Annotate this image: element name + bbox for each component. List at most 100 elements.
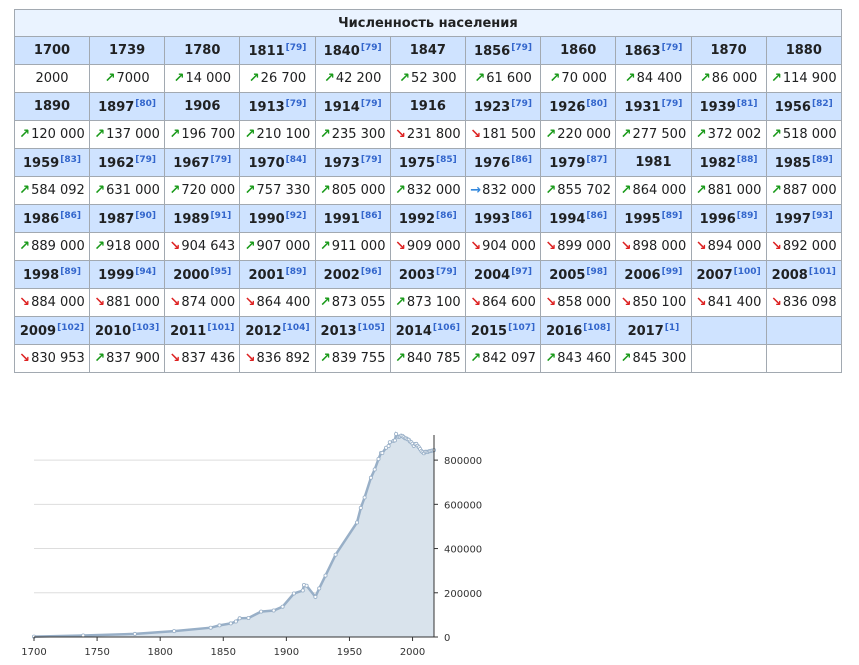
reference-link[interactable]: [92] bbox=[285, 210, 307, 221]
reference-link[interactable]: [80] bbox=[135, 98, 157, 109]
value-cell: ↗918 000 bbox=[88, 232, 166, 261]
reference-link[interactable]: [79] bbox=[285, 42, 307, 53]
trend-up-icon: ↗ bbox=[319, 295, 331, 310]
reference-link[interactable]: [79] bbox=[360, 154, 382, 165]
year-label: 2005 bbox=[549, 267, 586, 283]
reference-link[interactable]: [80] bbox=[586, 98, 608, 109]
value-cell: ↘898 000 bbox=[615, 232, 692, 261]
year-cell: 1975[85] bbox=[389, 148, 466, 177]
reference-link[interactable]: [86] bbox=[586, 210, 608, 221]
reference-link[interactable]: [82] bbox=[811, 98, 833, 109]
trend-up-icon: ↗ bbox=[549, 71, 561, 86]
trend-up-icon: ↗ bbox=[624, 71, 636, 86]
population-value: 892 000 bbox=[782, 239, 837, 254]
trend-up-icon: ↗ bbox=[695, 183, 707, 198]
reference-link[interactable]: [101] bbox=[207, 322, 235, 333]
year-label: 2011 bbox=[170, 323, 207, 339]
reference-link[interactable]: [89] bbox=[811, 154, 833, 165]
reference-link[interactable]: [79] bbox=[436, 266, 457, 277]
reference-link[interactable]: [98] bbox=[586, 266, 608, 277]
value-cell: ↗873 055 bbox=[314, 288, 391, 317]
reference-link[interactable]: [86] bbox=[511, 154, 532, 165]
reference-link[interactable]: [89] bbox=[60, 266, 81, 277]
reference-link[interactable]: [100] bbox=[733, 266, 761, 277]
value-cell: ↗832 000 bbox=[389, 176, 466, 205]
reference-link[interactable]: [94] bbox=[135, 266, 157, 277]
year-label: 1994 bbox=[549, 211, 586, 227]
reference-link[interactable]: [79] bbox=[661, 98, 683, 109]
reference-link[interactable]: [79] bbox=[135, 154, 157, 165]
reference-link[interactable]: [86] bbox=[511, 210, 532, 221]
year-label: 2014 bbox=[395, 323, 432, 339]
value-cell: ↗837 900 bbox=[88, 344, 166, 373]
reference-link[interactable]: [106] bbox=[432, 322, 460, 333]
reference-link[interactable]: [79] bbox=[360, 98, 382, 109]
reference-link[interactable]: [104] bbox=[282, 322, 310, 333]
reference-link[interactable]: [86] bbox=[360, 210, 382, 221]
population-value: 904 000 bbox=[482, 239, 536, 254]
reference-link[interactable]: [79] bbox=[511, 42, 532, 53]
reference-link[interactable]: [102] bbox=[57, 322, 85, 333]
population-value: 843 460 bbox=[557, 351, 612, 366]
reference-link[interactable]: [88] bbox=[736, 154, 758, 165]
reference-link[interactable]: [91] bbox=[210, 210, 232, 221]
value-row: ↗120 000 ↗137 000 ↗196 700 ↗210 100 ↗235 300… bbox=[14, 120, 842, 149]
reference-link[interactable]: [97] bbox=[511, 266, 532, 277]
trend-up-icon: ↗ bbox=[319, 127, 331, 142]
value-cell: ↗757 330 bbox=[239, 176, 316, 205]
year-cell: 1870 bbox=[690, 36, 767, 65]
year-cell: 1906 bbox=[164, 92, 241, 121]
reference-link[interactable]: [89] bbox=[661, 210, 683, 221]
year-cell: 1962[79] bbox=[88, 148, 166, 177]
trend-down-icon: ↘ bbox=[244, 351, 256, 366]
trend-up-icon: ↗ bbox=[319, 183, 331, 198]
reference-link[interactable]: [107] bbox=[508, 322, 536, 333]
data-point bbox=[333, 552, 338, 557]
reference-link[interactable]: [96] bbox=[360, 266, 382, 277]
value-cell: ↗889 000 bbox=[14, 232, 90, 261]
population-value: 839 755 bbox=[331, 351, 386, 366]
population-value: 42 200 bbox=[335, 71, 382, 86]
reference-link[interactable]: [108] bbox=[583, 322, 611, 333]
reference-link[interactable]: [79] bbox=[285, 98, 307, 109]
population-value: 836 892 bbox=[256, 351, 311, 366]
year-cell: 2007[100] bbox=[690, 260, 767, 289]
reference-link[interactable]: [95] bbox=[210, 266, 232, 277]
reference-link[interactable]: [99] bbox=[661, 266, 683, 277]
reference-link[interactable]: [85] bbox=[436, 154, 457, 165]
reference-link[interactable]: [89] bbox=[285, 266, 307, 277]
population-value: 881 000 bbox=[106, 295, 160, 310]
reference-link[interactable]: [84] bbox=[285, 154, 307, 165]
reference-link[interactable]: [79] bbox=[661, 42, 683, 53]
reference-link[interactable]: [101] bbox=[808, 266, 836, 277]
reference-link[interactable]: [86] bbox=[436, 210, 457, 221]
year-cell: 2000[95] bbox=[164, 260, 241, 289]
value-cell: ↘892 000 bbox=[765, 232, 842, 261]
value-cell: ↗845 300 bbox=[615, 344, 692, 373]
reference-link[interactable]: [89] bbox=[736, 210, 758, 221]
trend-up-icon: ↗ bbox=[319, 239, 331, 254]
reference-link[interactable]: [93] bbox=[811, 210, 833, 221]
reference-link[interactable]: [87] bbox=[586, 154, 608, 165]
year-label: 2013 bbox=[320, 323, 357, 339]
reference-link[interactable]: [90] bbox=[135, 210, 157, 221]
year-cell: 2013[105] bbox=[314, 316, 391, 345]
reference-link[interactable]: [103] bbox=[132, 322, 160, 333]
reference-link[interactable]: [79] bbox=[360, 42, 382, 53]
trend-up-icon: ↗ bbox=[94, 351, 106, 366]
reference-link[interactable]: [1] bbox=[664, 322, 680, 333]
value-row: ↘884 000 ↘881 000 ↘874 000 ↘864 400 ↗873 055… bbox=[14, 288, 842, 317]
reference-link[interactable]: [81] bbox=[736, 98, 758, 109]
value-cell: ↘881 000 bbox=[88, 288, 166, 317]
reference-link[interactable]: [79] bbox=[511, 98, 532, 109]
value-cell: ↗864 000 bbox=[615, 176, 692, 205]
reference-link[interactable]: [86] bbox=[60, 210, 81, 221]
year-cell: 1916 bbox=[389, 92, 466, 121]
reference-link[interactable]: [79] bbox=[210, 154, 232, 165]
trend-down-icon: ↘ bbox=[395, 239, 406, 254]
year-cell: 2005[98] bbox=[540, 260, 617, 289]
year-label: 1992 bbox=[398, 211, 436, 227]
reference-link[interactable]: [105] bbox=[357, 322, 385, 333]
reference-link[interactable]: [83] bbox=[60, 154, 81, 165]
x-tick-label: 1900 bbox=[274, 647, 299, 658]
